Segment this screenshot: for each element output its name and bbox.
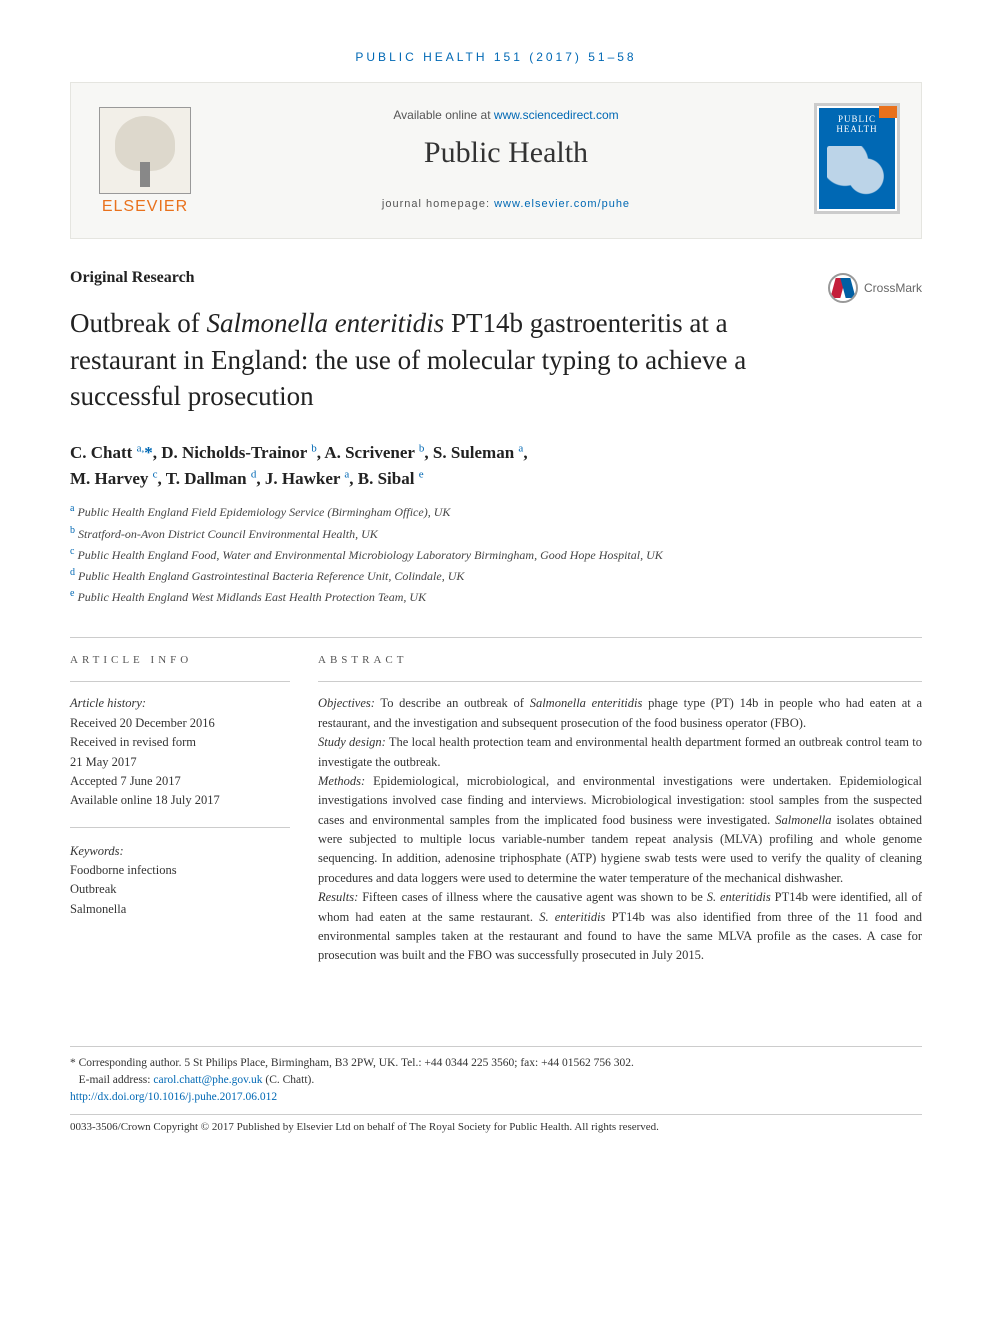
history-line: 21 May 2017 [70, 753, 290, 772]
corresponding-email-link[interactable]: carol.chatt@phe.gov.uk [153, 1074, 262, 1086]
footer-area: * Corresponding author. 5 St Philips Pla… [70, 1046, 922, 1136]
journal-cover-thumb: PUBLIC HEALTH [817, 106, 897, 211]
affiliation-line: e Public Health England West Midlands Ea… [70, 586, 922, 607]
author-list: C. Chatt a,*, D. Nicholds-Trainor b, A. … [70, 440, 922, 491]
publisher-name: ELSEVIER [102, 198, 188, 216]
journal-header-card: ELSEVIER Available online at www.science… [70, 82, 922, 239]
journal-title: Public Health [215, 136, 797, 170]
history-line: Accepted 7 June 2017 [70, 772, 290, 791]
history-heading: Article history: [70, 694, 290, 713]
article-history-block: Article history: Received 20 December 20… [70, 694, 290, 827]
journal-homepage-link[interactable]: www.elsevier.com/puhe [494, 198, 630, 210]
history-line: Received 20 December 2016 [70, 714, 290, 733]
cover-art-icon [827, 146, 887, 201]
affiliation-line: d Public Health England Gastrointestinal… [70, 565, 922, 586]
keyword-item: Salmonella [70, 900, 290, 919]
doi-link[interactable]: http://dx.doi.org/10.1016/j.puhe.2017.06… [70, 1091, 277, 1103]
copyright-line: 0033-3506/Crown Copyright © 2017 Publish… [70, 1114, 922, 1136]
keywords-heading: Keywords: [70, 842, 290, 861]
abstract-text: Objectives: To describe an outbreak of S… [318, 694, 922, 965]
journal-homepage-line: journal homepage: www.elsevier.com/puhe [215, 198, 797, 210]
cover-corner-flag [879, 106, 897, 118]
header-center: Available online at www.sciencedirect.co… [195, 108, 817, 210]
publisher-logo: ELSEVIER [95, 101, 195, 216]
affiliation-line: b Stratford-on-Avon District Council Env… [70, 523, 922, 544]
email-line: E-mail address: carol.chatt@phe.gov.uk (… [70, 1072, 922, 1089]
abstract-heading: ABSTRACT [318, 638, 922, 682]
crossmark-label: CrossMark [864, 281, 922, 295]
elsevier-tree-icon [99, 107, 191, 194]
article-info-sidebar: ARTICLE INFO Article history: Received 2… [70, 638, 318, 965]
sciencedirect-link[interactable]: www.sciencedirect.com [494, 108, 619, 122]
corresponding-author-line: * Corresponding author. 5 St Philips Pla… [70, 1055, 922, 1072]
affiliations: a Public Health England Field Epidemiolo… [70, 501, 922, 607]
running-head: PUBLIC HEALTH 151 (2017) 51–58 [70, 50, 922, 64]
available-online-line: Available online at www.sciencedirect.co… [215, 108, 797, 122]
history-line: Received in revised form [70, 733, 290, 752]
homepage-prefix: journal homepage: [382, 198, 494, 210]
article-info-heading: ARTICLE INFO [70, 638, 290, 682]
affiliation-line: a Public Health England Field Epidemiolo… [70, 501, 922, 522]
crossmark-badge[interactable]: CrossMark [828, 273, 922, 303]
article-title: Outbreak of Salmonella enteritidis PT14b… [70, 305, 750, 414]
history-line: Available online 18 July 2017 [70, 791, 290, 810]
keyword-item: Outbreak [70, 880, 290, 899]
crossmark-icon [828, 273, 858, 303]
affiliation-line: c Public Health England Food, Water and … [70, 544, 922, 565]
keywords-block: Keywords: Foodborne infectionsOutbreakSa… [70, 842, 290, 936]
article-type-label: Original Research [70, 269, 922, 287]
available-prefix: Available online at [393, 108, 494, 122]
abstract-column: ABSTRACT Objectives: To describe an outb… [318, 638, 922, 965]
keyword-item: Foodborne infections [70, 861, 290, 880]
